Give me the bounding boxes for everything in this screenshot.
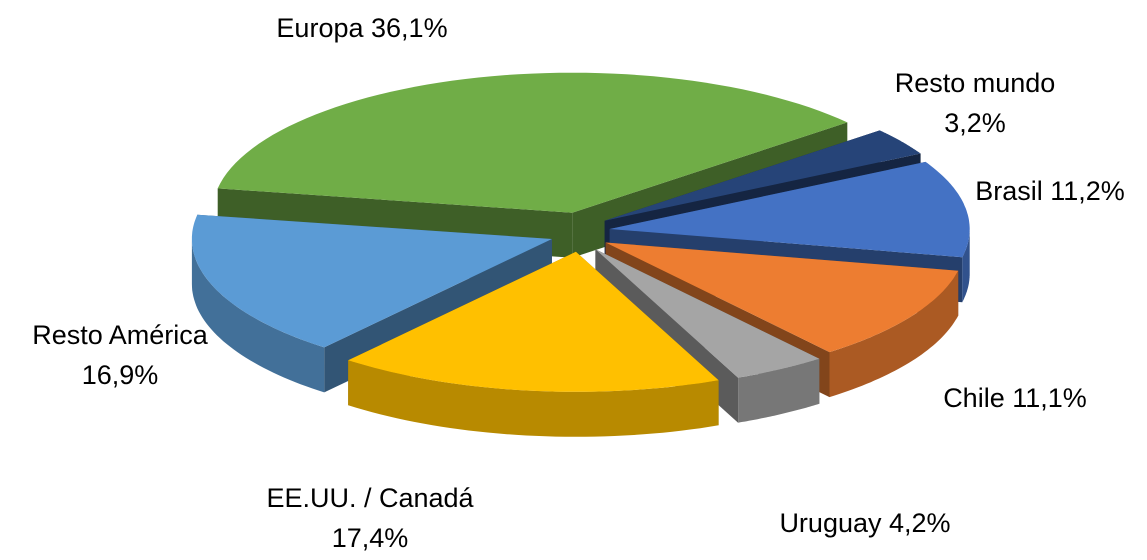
data-label: Resto América 16,9% [32, 320, 209, 390]
category-label: EE.UU. / Canadá [266, 483, 474, 513]
value-label: 11,2% [1050, 176, 1125, 206]
slice-rim [829, 270, 959, 398]
value-label: 11,1% [1012, 383, 1087, 413]
category-label: Resto mundo [895, 68, 1056, 98]
data-label: Chile 11,1% [943, 383, 1087, 413]
slice-tops [191, 72, 970, 392]
value-label: 4,2% [889, 508, 951, 538]
slice [191, 214, 552, 348]
category-label: Brasil [975, 176, 1043, 206]
category-label: Uruguay [779, 508, 882, 538]
slice-rim [962, 229, 970, 303]
slice [348, 251, 719, 392]
slice [595, 249, 820, 378]
value-label: 17,4% [332, 523, 409, 553]
data-label: Resto mundo 3,2% [895, 68, 1056, 138]
slice [605, 242, 959, 353]
slice [609, 161, 970, 258]
slice-rim [191, 239, 325, 393]
data-label: Brasil 11,2% [975, 176, 1125, 206]
slice [604, 130, 921, 221]
category-label: Resto América [32, 320, 209, 350]
value-label: 36,1% [371, 13, 448, 43]
slice-rim [348, 360, 719, 437]
value-label: 3,2% [944, 108, 1006, 138]
value-label: 16,9% [82, 360, 159, 390]
data-label: EE.UU. / Canadá 17,4% [266, 483, 474, 553]
category-label: Europa [276, 13, 364, 43]
slice-rim [738, 358, 820, 423]
category-label: Chile [943, 383, 1005, 413]
data-label: Europa 36,1% [276, 13, 447, 43]
data-label: Uruguay 4,2% [779, 508, 950, 538]
slice [217, 72, 848, 213]
